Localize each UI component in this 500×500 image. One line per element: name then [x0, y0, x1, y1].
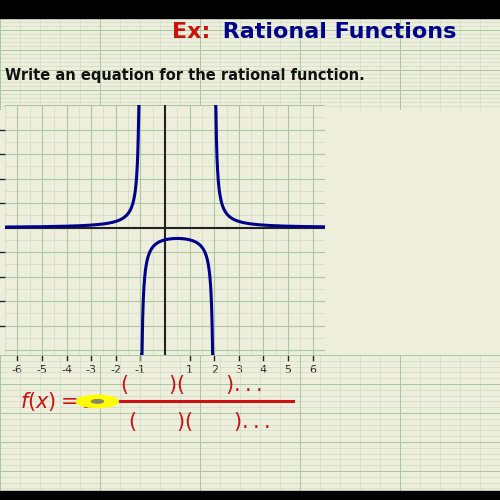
- Text: $(\ \ \ \ \ \ )(\ \ \ \ \ \ )...$: $(\ \ \ \ \ \ )(\ \ \ \ \ \ )...$: [128, 410, 269, 433]
- Circle shape: [76, 396, 118, 407]
- Text: Ex:: Ex:: [172, 22, 210, 42]
- Circle shape: [92, 400, 104, 403]
- Text: Write an equation for the rational function.: Write an equation for the rational funct…: [5, 68, 365, 83]
- Text: Rational Functions: Rational Functions: [215, 22, 456, 42]
- Text: $(\ \ \ \ \ \ )(\ \ \ \ \ \ )...$: $(\ \ \ \ \ \ )(\ \ \ \ \ \ )...$: [120, 372, 262, 396]
- Text: $f(x)=a$: $f(x)=a$: [20, 390, 95, 413]
